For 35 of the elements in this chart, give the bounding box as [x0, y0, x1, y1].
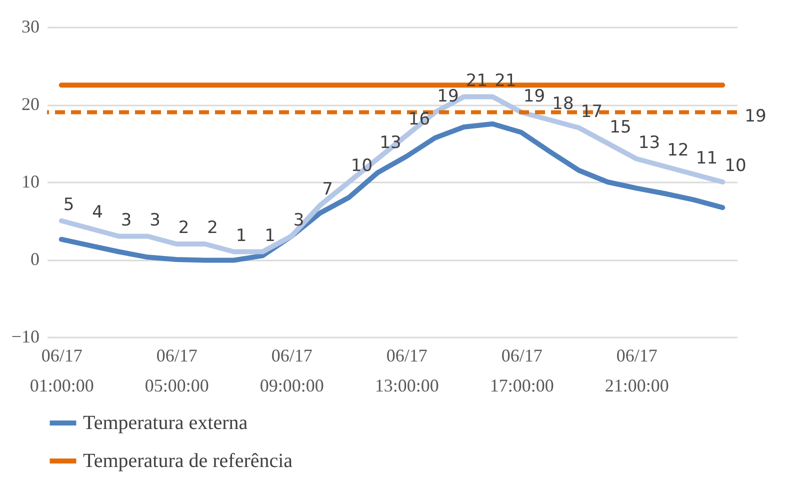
data-label: 13: [638, 132, 660, 153]
data-label: 18: [552, 94, 574, 114]
ref-line-label: 19: [744, 106, 766, 126]
data-label: 5: [63, 194, 74, 215]
legend-label: Temperatura de referência: [83, 450, 293, 472]
y-tick-label: −10: [11, 326, 40, 346]
data-label: 3: [293, 210, 304, 230]
x-tick-label: 06/17 21:00:00: [604, 346, 669, 396]
data-label: 19: [523, 86, 546, 106]
data-label: 1: [264, 226, 276, 246]
y-tick-label: 10: [22, 172, 40, 192]
data-label: 2: [207, 218, 218, 238]
data-label: 13: [380, 132, 402, 153]
x-tick-label: 06/17 01:00:00: [30, 346, 94, 396]
data-label: 2: [178, 218, 190, 238]
data-label: 10: [350, 156, 373, 176]
data-label: 3: [120, 210, 132, 230]
data-label: 1: [236, 226, 247, 246]
data-label: 19: [437, 86, 459, 106]
data-label: 16: [408, 110, 430, 130]
y-tick-label: 30: [22, 16, 40, 36]
x-tick-label: 06/17 09:00:00: [260, 346, 324, 396]
y-tick-label: 20: [22, 94, 40, 114]
legend-label: Temperatura externa: [83, 412, 248, 434]
data-label: 7: [322, 179, 333, 200]
y-tick-label: 0: [30, 249, 40, 269]
data-label: 15: [610, 117, 632, 138]
data-label: 4: [92, 202, 103, 222]
x-tick-label: 06/17 13:00:00: [374, 346, 439, 396]
data-label: 12: [667, 140, 689, 160]
data-label: 10: [724, 156, 746, 176]
x-tick-label: 06/17 17:00:00: [490, 346, 554, 396]
data-label: 3: [150, 210, 160, 230]
data-label: 11: [696, 148, 718, 168]
x-tick-label: 06/17 05:00:00: [144, 346, 209, 396]
